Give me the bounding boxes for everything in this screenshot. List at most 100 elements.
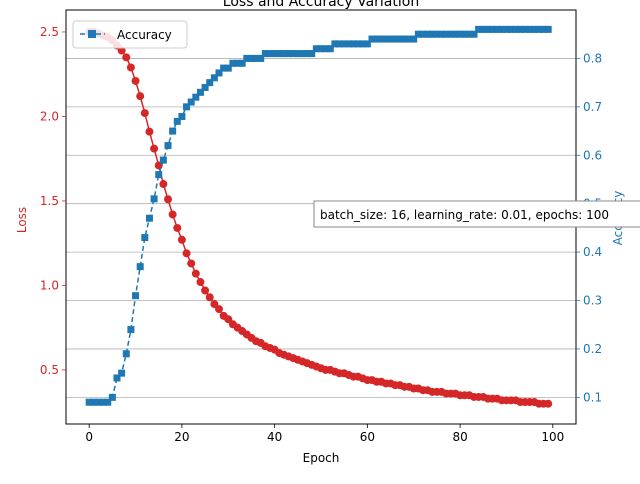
accuracy-point <box>414 30 422 38</box>
accuracy-point <box>465 30 473 38</box>
accuracy-point <box>132 292 140 300</box>
accuracy-point <box>113 374 121 382</box>
chart-title: Loss and Accuracy Variation <box>223 0 419 10</box>
accuracy-point <box>322 45 330 53</box>
accuracy-point <box>271 50 279 58</box>
accuracy-point <box>326 45 334 53</box>
accuracy-point <box>461 30 469 38</box>
accuracy-point <box>340 40 348 48</box>
accuracy-point <box>526 25 534 33</box>
accuracy-point <box>178 113 186 121</box>
accuracy-point <box>410 35 418 43</box>
loss-point <box>187 259 196 268</box>
accuracy-point <box>475 25 483 33</box>
accuracy-point <box>521 25 529 33</box>
right-tick-label: 0.4 <box>583 245 602 259</box>
loss-point <box>126 63 135 72</box>
accuracy-point <box>489 25 497 33</box>
right-tick-label: 0.2 <box>583 342 602 356</box>
loss-point <box>205 293 214 302</box>
accuracy-point <box>94 398 102 406</box>
accuracy-point <box>247 54 255 62</box>
loss-point <box>145 127 154 136</box>
accuracy-point <box>145 214 153 222</box>
accuracy-point <box>400 35 408 43</box>
accuracy-point <box>382 35 390 43</box>
accuracy-point <box>127 326 135 334</box>
accuracy-point <box>331 40 339 48</box>
loss-point <box>224 315 233 324</box>
accuracy-point <box>387 35 395 43</box>
accuracy-point <box>289 50 297 58</box>
accuracy-point <box>243 54 251 62</box>
accuracy-point <box>516 25 524 33</box>
accuracy-series <box>85 25 552 406</box>
annotation-text: batch_size: 16, learning_rate: 0.01, epo… <box>320 208 609 222</box>
legend-accuracy-label: Accuracy <box>117 28 172 42</box>
loss-point <box>191 269 200 278</box>
loss-point <box>131 76 140 85</box>
right-tick-label: 0.8 <box>583 51 602 65</box>
x-tick-label: 80 <box>452 430 467 444</box>
loss-point <box>196 278 205 287</box>
accuracy-point <box>99 398 107 406</box>
accuracy-point <box>419 30 427 38</box>
accuracy-point <box>136 263 144 271</box>
right-tick-label: 0.3 <box>583 294 602 308</box>
x-tick-label: 100 <box>541 430 564 444</box>
accuracy-point <box>294 50 302 58</box>
accuracy-point <box>257 54 265 62</box>
accuracy-point <box>349 40 357 48</box>
loss-point <box>210 300 219 309</box>
loss-point <box>150 144 159 153</box>
loss-point <box>117 46 126 55</box>
accuracy-point <box>173 117 181 125</box>
left-tick-label: 1.5 <box>40 194 59 208</box>
accuracy-point <box>535 25 543 33</box>
accuracy-point <box>317 45 325 53</box>
accuracy-point <box>261 50 269 58</box>
right-tick-label: 0.1 <box>583 390 602 404</box>
legend-box <box>72 20 188 49</box>
accuracy-point <box>141 234 149 242</box>
left-axis-ticks: 0.5 1.0 1.5 2.0 2.5 <box>40 25 66 377</box>
left-tick-label: 1.0 <box>40 278 59 292</box>
x-axis-ticks: 0 20 40 60 80 100 <box>85 424 564 444</box>
accuracy-point <box>298 50 306 58</box>
accuracy-point <box>238 59 246 67</box>
x-tick-label: 20 <box>174 430 189 444</box>
accuracy-point <box>507 25 515 33</box>
legend: Accuracy <box>72 20 188 49</box>
accuracy-point <box>252 54 260 62</box>
accuracy-point <box>164 142 172 150</box>
accuracy-point <box>493 25 501 33</box>
accuracy-point <box>484 25 492 33</box>
accuracy-point <box>196 88 204 96</box>
accuracy-point <box>118 369 126 377</box>
loss-point <box>173 223 182 232</box>
accuracy-point <box>215 69 223 77</box>
accuracy-point <box>183 103 191 111</box>
accuracy-point <box>391 35 399 43</box>
accuracy-point <box>303 50 311 58</box>
loss-point <box>136 92 145 101</box>
accuracy-point <box>210 74 218 82</box>
accuracy-point <box>206 79 214 87</box>
accuracy-point <box>201 83 209 91</box>
loss-point <box>177 235 186 244</box>
x-axis-label: Epoch <box>303 451 340 465</box>
loss-point <box>164 195 172 204</box>
loss-point <box>201 286 210 295</box>
accuracy-point <box>122 350 130 358</box>
accuracy-point <box>354 40 362 48</box>
accuracy-point <box>438 30 446 38</box>
hyperparameter-annotation: batch_size: 16, learning_rate: 0.01, epo… <box>313 200 640 228</box>
accuracy-point <box>280 50 288 58</box>
left-tick-label: 2.0 <box>40 109 59 123</box>
accuracy-point <box>442 30 450 38</box>
left-tick-label: 2.5 <box>40 25 59 39</box>
loss-point <box>168 210 177 219</box>
loss-point <box>215 305 223 314</box>
